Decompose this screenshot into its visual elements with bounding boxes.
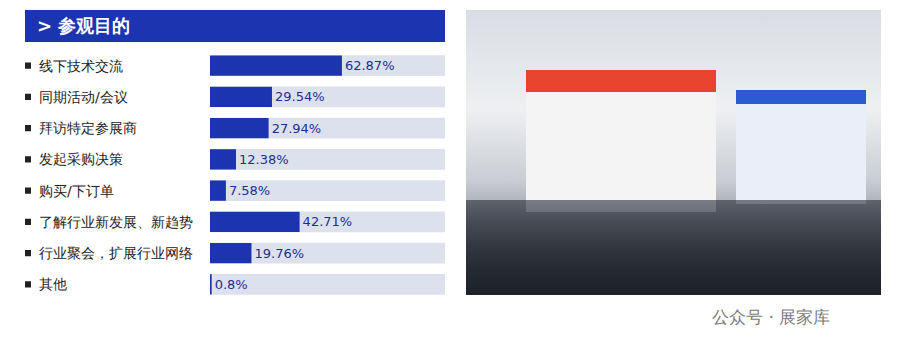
html-text:> 参观目的: > 参观目的	[37, 15, 131, 36]
svg-text:行业聚会，扩展行业网络: 行业聚会，扩展行业网络	[39, 245, 193, 261]
svg-text:了解行业新发展、新趋势: 了解行业新发展、新趋势	[39, 214, 193, 230]
svg-text:发起采购决策: 发起采购决策	[39, 151, 123, 167]
svg-text:29.54%: 29.54%	[275, 89, 325, 104]
svg-text:7.58%: 7.58%	[229, 183, 270, 198]
svg-text:42.71%: 42.71%	[303, 214, 353, 229]
svg-text:线下技术交流: 线下技术交流	[39, 58, 123, 74]
svg-text:拜访特定参展商: 拜访特定参展商	[39, 120, 137, 136]
svg-text:12.38%: 12.38%	[239, 152, 289, 167]
svg-text:其他: 其他	[39, 276, 67, 292]
svg-text:购买/下订单: 购买/下订单	[39, 183, 114, 199]
svg-text:19.76%: 19.76%	[254, 246, 304, 261]
svg-text:0.8%: 0.8%	[215, 277, 248, 292]
html-text:公众号 · 展家库: 公众号 · 展家库	[712, 307, 831, 327]
svg-text:同期活动/会议: 同期活动/会议	[39, 89, 128, 105]
svg-text:62.87%: 62.87%	[345, 58, 395, 73]
svg-text:27.94%: 27.94%	[272, 121, 322, 136]
